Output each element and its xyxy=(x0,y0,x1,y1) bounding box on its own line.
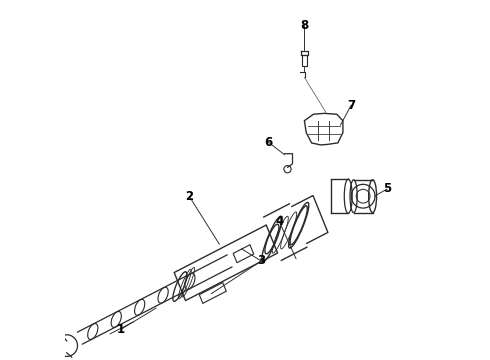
Text: 4: 4 xyxy=(275,215,283,228)
Text: 5: 5 xyxy=(383,183,392,195)
Text: 2: 2 xyxy=(185,190,193,203)
Text: 6: 6 xyxy=(264,136,272,149)
Text: 7: 7 xyxy=(347,99,355,112)
Text: 3: 3 xyxy=(257,255,265,267)
Text: 8: 8 xyxy=(300,19,309,32)
Text: 1: 1 xyxy=(117,323,125,336)
